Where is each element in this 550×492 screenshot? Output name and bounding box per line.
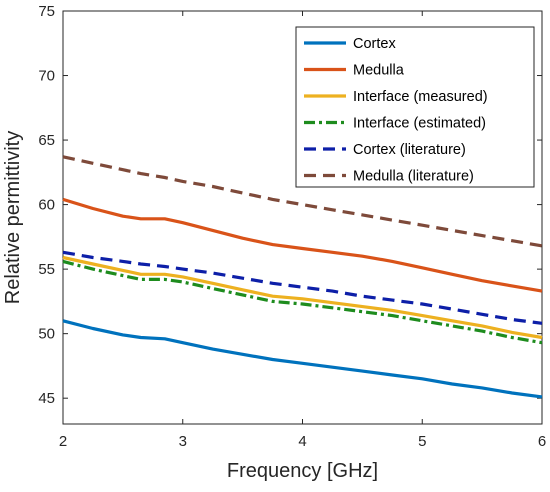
y-tick-label: 60 (38, 197, 55, 214)
x-tick-label: 4 (298, 433, 306, 450)
y-axis-title: Relative permittivity (2, 131, 24, 304)
y-tick-label: 65 (38, 132, 55, 149)
series-layer (62, 155, 543, 399)
legend-label-medulla: Medulla (353, 63, 405, 79)
legend: Cortex Medulla Interface (measured) Interfa… (295, 26, 535, 188)
x-tick-label: 5 (418, 433, 426, 450)
legend-label-medulla-literature: Medulla (literature) (353, 169, 474, 185)
y-tick-label: 50 (38, 326, 55, 343)
y-tick-label: 75 (38, 3, 55, 20)
series-line-cortex (62, 319, 543, 399)
x-tick-label: 3 (179, 433, 187, 450)
legend-label-interface-estimated: Interface (estimated) (353, 116, 486, 132)
x-tick-label: 6 (538, 433, 546, 450)
legend-label-cortex-literature: Cortex (literature) (353, 142, 466, 158)
series-line-interface-estimated (62, 259, 543, 345)
series-line-interface-measured (62, 255, 543, 340)
y-tick-label: 45 (38, 390, 55, 407)
y-tick-label: 70 (38, 68, 55, 85)
legend-box (295, 26, 535, 188)
series-line-medulla (62, 197, 543, 293)
legend-label-cortex: Cortex (353, 36, 396, 52)
legend-label-interface-measured: Interface (measured) (353, 89, 488, 105)
y-tick-label: 55 (38, 261, 55, 278)
series-line-medulla-literature (62, 155, 543, 248)
x-tick-label: 2 (59, 433, 67, 450)
x-axis-title: Frequency [GHz] (227, 460, 378, 482)
